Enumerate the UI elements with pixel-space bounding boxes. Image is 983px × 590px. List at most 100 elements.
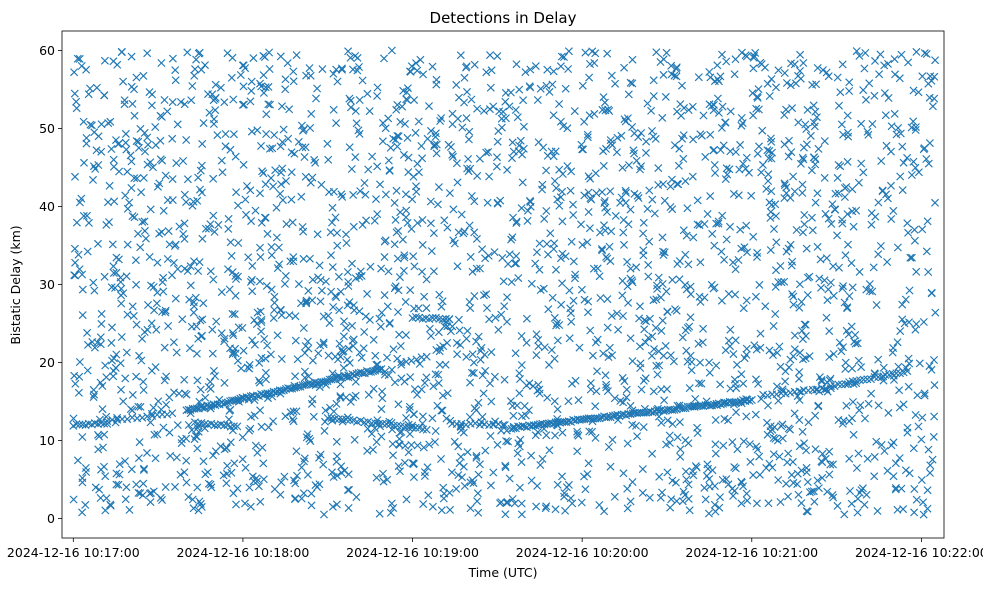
data-point xyxy=(273,331,282,340)
data-point xyxy=(701,152,710,161)
data-point xyxy=(173,264,182,274)
data-point xyxy=(134,137,143,146)
data-point xyxy=(389,345,398,354)
data-point xyxy=(324,155,333,164)
data-point xyxy=(351,106,360,116)
data-point xyxy=(861,95,871,104)
data-point xyxy=(799,58,808,68)
data-point xyxy=(763,391,772,400)
data-point xyxy=(715,493,725,502)
data-point xyxy=(205,402,214,411)
data-point xyxy=(922,49,931,59)
data-point xyxy=(227,251,236,260)
data-point xyxy=(204,224,213,233)
data-point xyxy=(327,287,336,296)
data-point xyxy=(517,331,526,341)
data-point xyxy=(185,344,194,353)
data-point xyxy=(292,51,301,60)
data-point xyxy=(221,142,230,151)
data-point xyxy=(407,423,417,432)
data-point xyxy=(367,429,376,438)
data-point xyxy=(77,194,86,203)
data-point xyxy=(526,65,535,74)
data-point xyxy=(838,219,847,228)
data-point xyxy=(843,240,853,249)
data-point xyxy=(381,236,390,245)
data-point xyxy=(87,121,96,130)
data-point xyxy=(527,451,536,460)
data-point xyxy=(648,195,657,204)
data-point xyxy=(853,494,862,503)
data-point xyxy=(417,141,426,151)
data-point xyxy=(137,356,146,365)
data-point xyxy=(189,257,199,266)
data-point xyxy=(448,109,457,118)
data-point xyxy=(69,495,78,504)
data-point xyxy=(681,467,690,476)
data-point xyxy=(728,258,738,267)
data-point xyxy=(843,304,852,313)
data-point xyxy=(187,426,196,435)
data-point xyxy=(475,460,484,469)
data-point xyxy=(593,335,602,344)
data-point xyxy=(512,259,521,268)
data-point xyxy=(736,140,745,149)
data-point xyxy=(168,54,177,63)
data-point xyxy=(435,360,444,369)
data-point xyxy=(487,66,496,75)
data-point xyxy=(660,396,669,405)
data-point xyxy=(270,130,279,140)
data-point xyxy=(465,127,474,136)
data-point xyxy=(460,481,469,491)
data-point xyxy=(548,293,557,302)
data-point xyxy=(307,489,316,498)
data-point xyxy=(337,65,347,74)
data-point xyxy=(117,299,126,308)
data-point xyxy=(883,194,892,203)
data-point xyxy=(120,96,129,105)
data-point xyxy=(586,194,595,203)
data-point xyxy=(419,443,428,452)
data-point xyxy=(589,264,598,273)
data-point xyxy=(843,111,852,120)
data-point xyxy=(894,123,903,133)
data-point xyxy=(527,476,536,485)
data-point xyxy=(336,392,345,401)
data-point xyxy=(681,250,690,259)
data-point xyxy=(278,196,287,205)
data-point xyxy=(672,63,681,72)
data-point xyxy=(713,94,722,103)
data-point xyxy=(742,296,751,305)
data-point xyxy=(551,265,561,274)
data-point xyxy=(845,486,855,496)
data-point xyxy=(874,373,883,382)
data-point xyxy=(624,161,634,170)
data-point xyxy=(422,373,431,382)
data-point xyxy=(452,338,461,348)
data-point xyxy=(469,358,478,367)
data-point xyxy=(753,149,762,158)
data-point xyxy=(870,56,880,65)
data-point xyxy=(542,81,551,90)
data-point xyxy=(540,343,549,352)
data-point xyxy=(121,138,130,147)
data-point xyxy=(657,326,666,335)
data-point xyxy=(99,462,109,471)
data-point xyxy=(239,61,248,70)
data-point xyxy=(434,328,443,337)
data-point xyxy=(277,180,286,189)
data-point xyxy=(363,446,372,455)
data-point xyxy=(143,49,152,58)
data-point xyxy=(153,288,162,297)
data-point xyxy=(454,471,463,480)
data-point xyxy=(612,148,621,157)
data-point xyxy=(725,222,735,231)
data-point xyxy=(783,458,792,467)
data-point xyxy=(570,107,579,116)
data-point xyxy=(292,471,302,480)
data-point xyxy=(854,356,863,365)
data-point xyxy=(158,278,167,287)
data-point xyxy=(347,259,357,268)
data-point xyxy=(503,498,512,507)
data-point xyxy=(910,225,919,234)
